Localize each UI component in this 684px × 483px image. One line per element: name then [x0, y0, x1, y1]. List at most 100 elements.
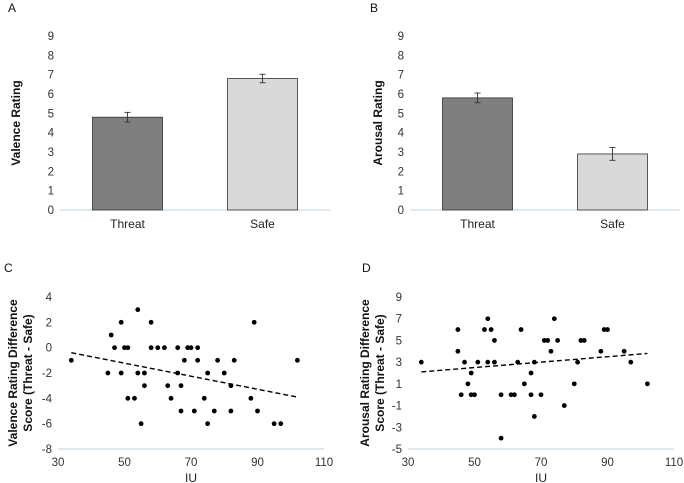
y-tick-label-8: 8 — [398, 50, 404, 62]
y-axis-title-line-1: Score (Threat - Safe) — [21, 314, 35, 431]
y-tick-label-5: 5 — [398, 108, 404, 120]
data-point-12 — [485, 359, 491, 365]
data-point-25 — [181, 357, 187, 363]
y-tick-label-1: -3 — [392, 422, 402, 434]
data-point-8 — [125, 395, 131, 401]
trendline — [71, 352, 298, 398]
data-point-10 — [482, 327, 487, 332]
trendline — [421, 352, 648, 373]
data-point-1 — [105, 370, 111, 376]
data-point-21 — [175, 345, 181, 351]
y-tick-label-7: 9 — [396, 292, 402, 304]
chart-a-valence-bar: 0 1 2 3 4 5 6 7 8 9 Threat Safe Valence Rating — [9, 31, 330, 231]
data-point-35 — [215, 357, 221, 363]
data-point-1 — [455, 348, 461, 354]
data-point-19 — [512, 392, 517, 398]
data-point-27 — [538, 392, 544, 398]
panel-label-c: C — [4, 261, 13, 275]
data-point-4 — [462, 359, 467, 365]
data-point-5 — [118, 370, 124, 376]
data-point-23 — [528, 370, 534, 376]
y-axis-title: Arousal Rating DifferenceScore (Threat -… — [358, 299, 387, 447]
data-point-32 — [555, 338, 561, 343]
data-point-28 — [541, 338, 547, 343]
data-point-15 — [492, 359, 497, 365]
data-point-5 — [465, 381, 471, 387]
y-tick-label-1: 1 — [48, 186, 54, 198]
data-point-23 — [178, 383, 184, 389]
y-tick-label-0: 0 — [48, 205, 54, 217]
data-point-34 — [211, 408, 217, 414]
data-point-41 — [621, 348, 627, 354]
bar-safe — [577, 153, 648, 211]
data-point-3 — [112, 345, 117, 351]
data-point-30 — [548, 348, 554, 354]
y-tick-label-2: 2 — [398, 166, 404, 178]
x-tick-label-4: 110 — [315, 457, 333, 469]
data-point-26 — [185, 345, 191, 351]
y-tick-label-1: -6 — [42, 419, 52, 431]
y-axis-title: Valence Rating — [9, 80, 23, 165]
data-point-12 — [138, 421, 144, 427]
y-tick-label-6: 6 — [48, 89, 54, 101]
x-tick-label-1: 50 — [118, 457, 131, 469]
y-tick-label-8: 8 — [48, 50, 54, 62]
data-point-38 — [228, 408, 234, 414]
data-point-6 — [122, 345, 127, 351]
data-point-16 — [148, 345, 154, 351]
data-point-13 — [142, 370, 147, 376]
y-tick-label-6: 6 — [398, 89, 404, 101]
chart-c-valence-scatter: -8 -6 -4 -2 0 2 4 30 50 70 90 110 IU Valence Rating D… — [6, 292, 333, 483]
data-point-14 — [142, 383, 147, 389]
data-point-31 — [551, 316, 557, 322]
data-point-43 — [645, 381, 650, 387]
y-axis-title-line-0: Arousal Rating Difference — [358, 299, 372, 447]
data-point-29 — [195, 357, 201, 363]
panel-label-b: B — [370, 1, 378, 15]
data-point-35 — [575, 359, 580, 365]
x-category-label-threat: Threat — [110, 217, 145, 231]
data-point-19 — [165, 383, 171, 389]
x-tick-label-0: 30 — [402, 457, 415, 469]
bar-threat — [92, 116, 163, 211]
y-tick-label-2: -1 — [392, 401, 402, 413]
data-point-39 — [231, 357, 237, 363]
panel-label-d: D — [362, 261, 371, 275]
y-tick-label-4: 4 — [48, 128, 55, 140]
x-tick-label-3: 90 — [601, 457, 614, 469]
y-tick-label-2: 2 — [48, 166, 54, 178]
data-point-0 — [418, 359, 424, 365]
x-axis-title: IU — [185, 471, 197, 483]
y-axis-title: Arousal Rating — [371, 80, 385, 165]
data-point-15 — [148, 319, 154, 325]
y-tick-label-0: 0 — [398, 205, 404, 217]
data-point-34 — [571, 381, 577, 387]
data-point-9 — [132, 395, 137, 401]
x-category-label-safe: Safe — [600, 217, 625, 231]
y-axis-title-line-1: Score (Threat - Safe) — [373, 314, 387, 431]
x-tick-label-3: 90 — [251, 457, 264, 469]
data-point-18 — [162, 345, 167, 351]
data-point-22 — [521, 381, 527, 387]
data-point-7 — [125, 345, 131, 351]
y-tick-label-9: 9 — [48, 31, 54, 43]
data-point-38 — [598, 348, 604, 354]
data-point-0 — [68, 357, 74, 363]
y-tick-label-7: 7 — [398, 70, 404, 82]
y-axis-title: Valence Rating DifferenceScore (Threat -… — [6, 299, 35, 447]
y-tick-label-0: -5 — [392, 444, 402, 456]
y-tick-label-5: 5 — [48, 108, 54, 120]
y-tick-label-4: 3 — [396, 357, 402, 369]
x-category-label-threat: Threat — [460, 217, 495, 231]
data-point-42 — [255, 408, 260, 414]
data-point-32 — [205, 370, 211, 376]
data-point-36 — [221, 370, 227, 376]
data-point-2 — [108, 332, 114, 338]
y-tick-label-4: 0 — [46, 343, 52, 355]
data-point-40 — [605, 327, 610, 332]
data-point-4 — [118, 319, 124, 325]
data-point-2 — [455, 327, 461, 332]
y-tick-label-6: 7 — [396, 314, 402, 326]
data-point-44 — [278, 421, 284, 427]
data-point-42 — [628, 359, 634, 365]
